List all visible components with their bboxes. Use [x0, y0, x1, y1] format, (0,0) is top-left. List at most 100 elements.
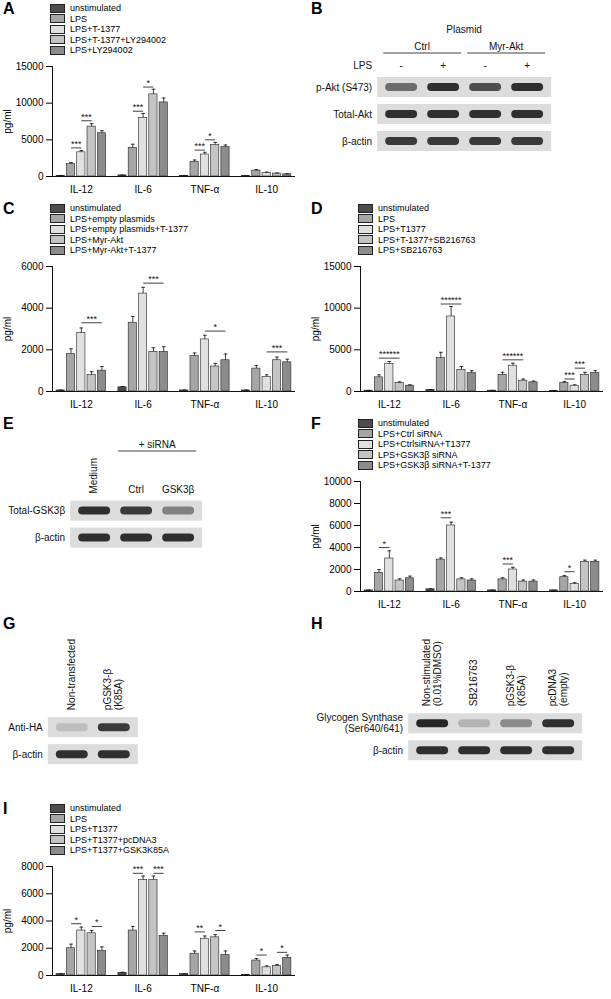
svg-text:2000: 2000	[329, 564, 352, 575]
svg-text:***: ***	[389, 349, 400, 359]
svg-text:*: *	[382, 539, 386, 549]
svg-text:0: 0	[38, 386, 44, 397]
svg-text:Non-transfected: Non-transfected	[66, 639, 77, 710]
svg-text:pGSK3-β(K85A): pGSK3-β(K85A)	[102, 669, 124, 711]
svg-text:pGSK3-β(K85A): pGSK3-β(K85A)	[505, 665, 527, 707]
svg-text:IL-10: IL-10	[563, 599, 586, 610]
svg-text:+ siRNA: + siRNA	[139, 439, 176, 450]
svg-text:β-actin: β-actin	[13, 749, 43, 760]
svg-text:Myr-Akt: Myr-Akt	[489, 41, 524, 52]
svg-text:pg/ml: pg/ml	[310, 524, 321, 548]
svg-text:Total-GSK3β: Total-GSK3β	[8, 505, 65, 516]
svg-text:6000: 6000	[21, 888, 44, 899]
svg-text:IL-12: IL-12	[378, 599, 401, 610]
svg-text:IL-10: IL-10	[255, 399, 278, 410]
svg-text:10000: 10000	[16, 97, 44, 108]
svg-text:TNF-α: TNF-α	[499, 399, 528, 410]
svg-text:IL-6: IL-6	[134, 399, 152, 410]
svg-text:Anti-HA: Anti-HA	[8, 722, 43, 733]
svg-text:***: ***	[133, 102, 144, 112]
svg-text:pg/ml: pg/ml	[2, 317, 13, 341]
svg-text:***: ***	[564, 370, 575, 380]
svg-text:Total-Akt: Total-Akt	[333, 109, 372, 120]
svg-text:0: 0	[346, 586, 352, 597]
svg-text:*: *	[568, 563, 572, 573]
svg-text:+: +	[440, 60, 446, 71]
svg-text:**: **	[196, 923, 204, 933]
svg-text:***: ***	[86, 314, 97, 324]
svg-text:β-actin: β-actin	[373, 745, 403, 756]
svg-text:IL-10: IL-10	[255, 983, 278, 994]
svg-text:-: -	[399, 60, 402, 71]
svg-text:***: ***	[575, 359, 586, 369]
svg-text:p-Akt (S473): p-Akt (S473)	[316, 82, 372, 93]
svg-text:***: ***	[451, 295, 462, 305]
svg-text:TNF-α: TNF-α	[191, 184, 220, 195]
svg-text:Ctrl: Ctrl	[414, 41, 430, 52]
svg-text:8000: 8000	[329, 498, 352, 509]
svg-text:IL-6: IL-6	[442, 599, 460, 610]
svg-text:***: ***	[502, 555, 513, 565]
svg-text:SB216763: SB216763	[468, 659, 479, 706]
svg-text:β-actin: β-actin	[35, 532, 65, 543]
svg-text:2000: 2000	[21, 942, 44, 953]
svg-text:pg/ml: pg/ml	[310, 317, 321, 341]
svg-text:GSK3β: GSK3β	[162, 484, 195, 495]
svg-text:***: ***	[81, 112, 92, 122]
svg-text:5000: 5000	[21, 134, 44, 145]
svg-text:*: *	[208, 131, 212, 141]
svg-text:10000: 10000	[324, 302, 352, 313]
svg-text:***: ***	[194, 141, 205, 151]
svg-text:0: 0	[38, 970, 44, 981]
svg-text:β-actin: β-actin	[342, 136, 372, 147]
svg-text:2000: 2000	[21, 344, 44, 355]
svg-text:4000: 4000	[21, 302, 44, 313]
svg-text:pg/ml: pg/ml	[2, 909, 13, 933]
svg-text:***: ***	[148, 274, 159, 284]
svg-text:Non-stimulated(0.01%DMSO): Non-stimulated(0.01%DMSO)	[421, 639, 443, 706]
svg-text:*: *	[260, 946, 264, 956]
svg-text:TNF-α: TNF-α	[499, 599, 528, 610]
svg-text:0: 0	[38, 171, 44, 182]
svg-text:***: ***	[272, 343, 283, 353]
svg-text:pg/ml: pg/ml	[2, 109, 13, 133]
svg-text:8000: 8000	[21, 861, 44, 872]
svg-text:IL-6: IL-6	[134, 983, 152, 994]
svg-text:Plasmid: Plasmid	[446, 24, 482, 35]
svg-text:0: 0	[346, 386, 352, 397]
svg-text:***: ***	[513, 351, 524, 361]
svg-text:15000: 15000	[324, 261, 352, 272]
svg-text:Glycogen Synthase(Ser640/641): Glycogen Synthase(Ser640/641)	[316, 712, 403, 734]
svg-text:Medium: Medium	[88, 458, 99, 494]
svg-text:15000: 15000	[16, 61, 44, 72]
svg-text:+: +	[524, 60, 530, 71]
svg-text:IL-12: IL-12	[70, 399, 93, 410]
svg-text:IL-6: IL-6	[134, 184, 152, 195]
svg-text:*: *	[95, 917, 99, 927]
svg-text:TNF-α: TNF-α	[191, 983, 220, 994]
svg-text:IL-12: IL-12	[70, 184, 93, 195]
svg-text:4000: 4000	[329, 542, 352, 553]
svg-text:IL-6: IL-6	[442, 399, 460, 410]
svg-text:***: ***	[153, 864, 164, 874]
svg-text:*: *	[219, 922, 223, 932]
svg-text:5000: 5000	[329, 344, 352, 355]
svg-text:*: *	[280, 943, 284, 953]
svg-text:IL-10: IL-10	[563, 399, 586, 410]
svg-text:IL-12: IL-12	[70, 983, 93, 994]
svg-text:***: ***	[441, 509, 452, 519]
svg-text:pcDNA3(empty): pcDNA3(empty)	[547, 669, 569, 707]
svg-text:*: *	[74, 915, 78, 925]
svg-text:***: ***	[71, 139, 82, 149]
svg-text:*: *	[213, 322, 217, 332]
svg-text:-: -	[483, 60, 486, 71]
svg-text:LPS: LPS	[353, 60, 372, 71]
svg-text:***: ***	[133, 864, 144, 874]
svg-text:4000: 4000	[21, 915, 44, 926]
svg-text:6000: 6000	[21, 261, 44, 272]
svg-text:IL-12: IL-12	[378, 399, 401, 410]
svg-text:TNF-α: TNF-α	[191, 399, 220, 410]
svg-text:*: *	[147, 78, 151, 88]
svg-text:6000: 6000	[329, 520, 352, 531]
svg-text:IL-10: IL-10	[255, 184, 278, 195]
